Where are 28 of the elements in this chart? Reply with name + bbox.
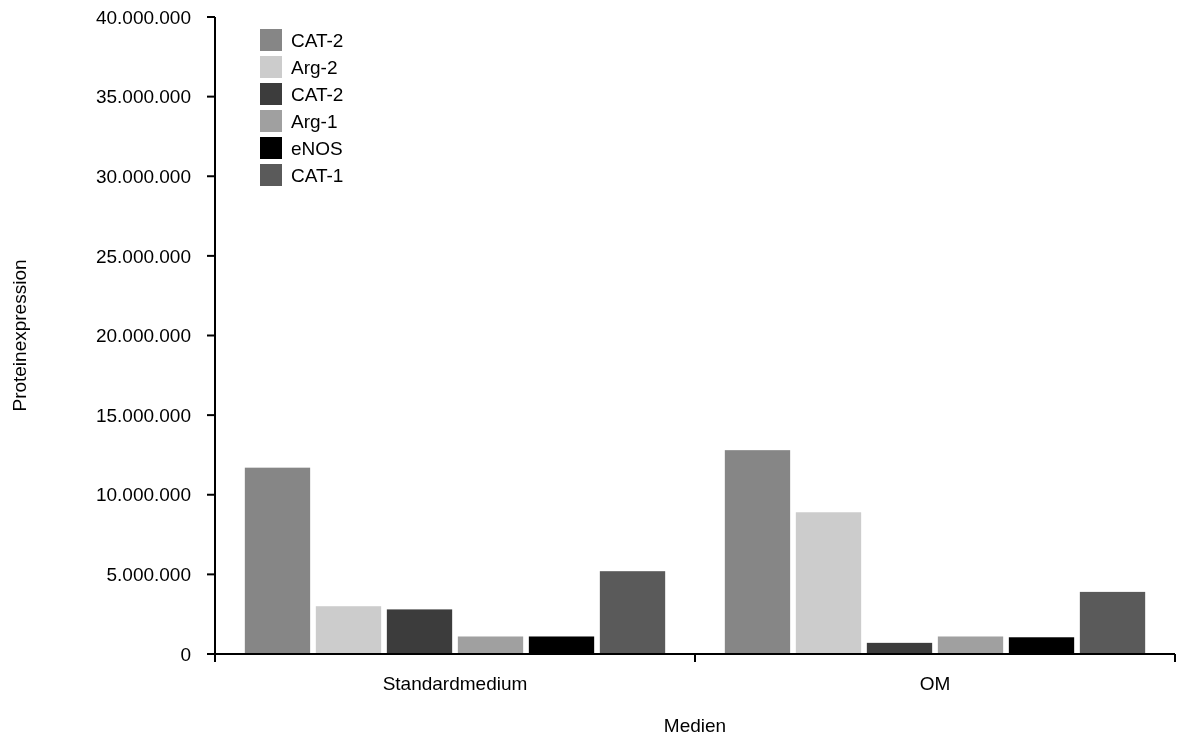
- y-axis-title: Proteinexpression: [9, 259, 30, 412]
- y-tick-label: 25.000.000: [95, 245, 191, 267]
- y-tick-label: 0: [180, 643, 191, 665]
- legend-label: CAT-2: [291, 29, 344, 51]
- bar: [599, 571, 666, 654]
- x-axis-title: Medien: [663, 715, 727, 736]
- bar: [244, 467, 311, 654]
- bar: [1079, 591, 1146, 654]
- y-tick-label: 40.000.000: [95, 6, 191, 28]
- y-tick-label: 30.000.000: [95, 165, 191, 187]
- x-tick-label: OM: [919, 673, 951, 694]
- y-tick-label: 15.000.000: [95, 404, 191, 426]
- bar: [937, 636, 1004, 654]
- bar: [315, 606, 382, 654]
- y-tick-label: 35.000.000: [95, 86, 191, 108]
- y-tick-label: 10.000.000: [95, 484, 191, 506]
- bar: [724, 450, 791, 654]
- legend-label: Arg-1: [291, 110, 338, 132]
- legend-label: CAT-2: [291, 83, 344, 105]
- y-tick-label: 20.000.000: [95, 325, 191, 347]
- x-tick-label: Standardmedium: [382, 673, 528, 694]
- y-tick-label: 5.000.000: [106, 564, 191, 586]
- bar: [457, 636, 524, 654]
- bar: [795, 512, 862, 654]
- legend-label: Arg-2: [291, 56, 338, 78]
- legend-label: CAT-1: [291, 164, 344, 186]
- legend-label: eNOS: [291, 137, 343, 159]
- bar: [386, 609, 453, 654]
